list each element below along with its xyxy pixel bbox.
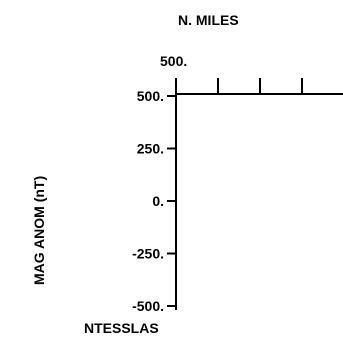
y-tick-label: 0.: [152, 193, 164, 209]
y-axis-unit-label: NTESSLAS: [84, 320, 159, 336]
y-axis-title: MAG ANOM (nT): [31, 176, 47, 285]
x-axis-start-label: 500.: [160, 53, 187, 69]
y-tick-label: 250.: [137, 141, 164, 157]
y-axis-ticks: 500. 250. 0. -250. -500.: [132, 88, 176, 314]
y-tick-label: 500.: [137, 88, 164, 104]
x-axis-title: N. MILES: [178, 12, 239, 28]
x-axis-ticks: [175, 78, 303, 94]
y-tick-label: -500.: [132, 298, 164, 314]
y-tick-label: -250.: [132, 246, 164, 262]
